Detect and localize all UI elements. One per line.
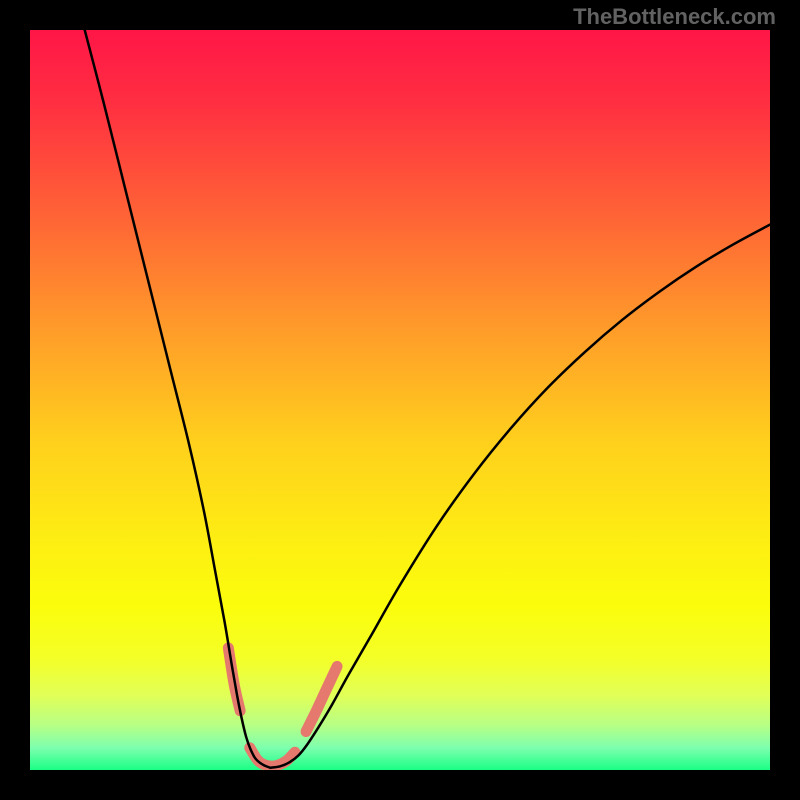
watermark-text: TheBottleneck.com bbox=[573, 4, 776, 30]
plot-area bbox=[30, 30, 770, 770]
bottleneck-curve-right bbox=[271, 225, 771, 768]
curve-layer bbox=[30, 30, 770, 770]
bottleneck-curve-left bbox=[82, 30, 271, 768]
